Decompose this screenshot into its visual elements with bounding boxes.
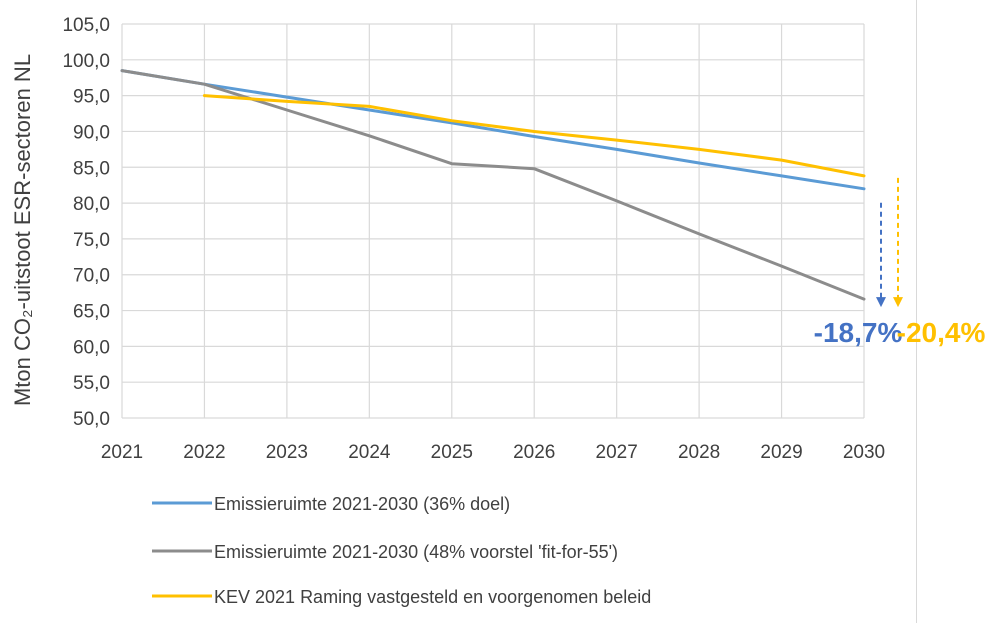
panel-divider — [916, 0, 917, 623]
y-tick-label: 65,0 — [73, 302, 110, 323]
series-line-1 — [120, 69, 866, 191]
x-tick-label: 2030 — [843, 442, 885, 463]
y-axis-ticks: 50,0 55,0 60,0 65,0 70,0 75,0 80,0 85,0 90,0 95,0… — [62, 15, 110, 430]
y-axis-label: Mton CO₂-uitstoot ESR-sectoren NL — [10, 54, 35, 406]
x-tick-label: 2022 — [183, 442, 225, 463]
x-tick-label: 2027 — [596, 442, 638, 463]
x-tick-label: 2024 — [348, 442, 391, 463]
arrow-blue — [876, 202, 886, 308]
x-axis-ticks: 2021 2022 2023 2024 2025 2026 2027 2028 2029 2030 — [101, 442, 885, 463]
y-tick-label: 95,0 — [73, 87, 110, 108]
y-tick-label: 100,0 — [62, 51, 110, 72]
y-tick-label: 70,0 — [73, 266, 110, 287]
y-tick-label: 55,0 — [73, 373, 110, 394]
legend-label: Emissieruimte 2021-2030 (48% voorstel 'f… — [214, 542, 618, 562]
y-tick-label: 80,0 — [73, 194, 110, 215]
x-tick-label: 2029 — [760, 442, 802, 463]
series-line-2 — [120, 69, 866, 301]
x-tick-label: 2026 — [513, 442, 555, 463]
legend-label: Emissieruimte 2021-2030 (36% doel) — [214, 494, 510, 514]
legend-label: KEV 2021 Raming vastgesteld en voorgenom… — [214, 587, 651, 607]
series-line-3 — [202, 94, 866, 178]
x-tick-label: 2021 — [101, 442, 143, 463]
series-lines — [120, 69, 866, 301]
gridlines — [121, 23, 865, 419]
annotation-label-blue: -18,7% — [814, 317, 903, 348]
x-tick-label: 2023 — [266, 442, 308, 463]
y-tick-label: 60,0 — [73, 337, 110, 358]
y-tick-label: 105,0 — [62, 15, 110, 36]
y-tick-label: 85,0 — [73, 158, 110, 179]
annotation-label-yellow: -20,4% — [897, 317, 986, 348]
y-tick-label: 75,0 — [73, 230, 110, 251]
y-tick-label: 50,0 — [73, 409, 110, 430]
x-tick-label: 2025 — [431, 442, 473, 463]
legend: Emissieruimte 2021-2030 (36% doel) Emissi… — [152, 494, 651, 607]
x-tick-label: 2028 — [678, 442, 720, 463]
y-tick-label: 90,0 — [73, 122, 110, 143]
arrow-yellow — [893, 177, 903, 308]
annotations: -18,7%-20,4% — [814, 177, 986, 348]
